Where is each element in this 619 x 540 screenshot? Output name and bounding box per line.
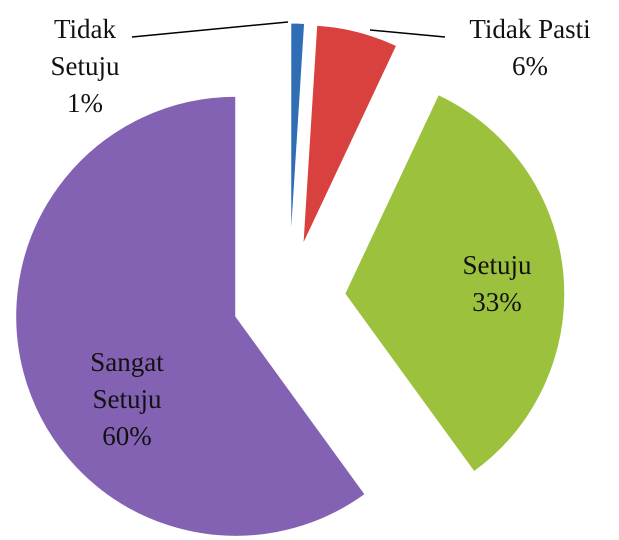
data-label: Tidak Pasti 6% xyxy=(469,14,590,81)
value-label: 6% xyxy=(512,51,548,81)
pie-slice xyxy=(15,95,366,537)
data-label: Setuju 33% xyxy=(462,250,532,317)
category-label: Tidak Pasti xyxy=(469,14,590,44)
pie-slice xyxy=(290,22,306,244)
pie-slice xyxy=(344,94,566,473)
value-label: 33% xyxy=(472,287,522,317)
pie-slice xyxy=(302,24,398,245)
category-label: Tidak Setuju xyxy=(50,14,120,81)
leader-line xyxy=(131,21,289,38)
data-label: Sangat Setuju 60% xyxy=(90,347,164,451)
value-label: 1% xyxy=(67,88,103,118)
category-label: Sangat Setuju xyxy=(90,347,164,414)
leader-line xyxy=(369,29,446,38)
data-label: Tidak Setuju 1% xyxy=(50,14,120,118)
category-label: Setuju xyxy=(462,250,532,280)
value-label: 60% xyxy=(102,421,152,451)
